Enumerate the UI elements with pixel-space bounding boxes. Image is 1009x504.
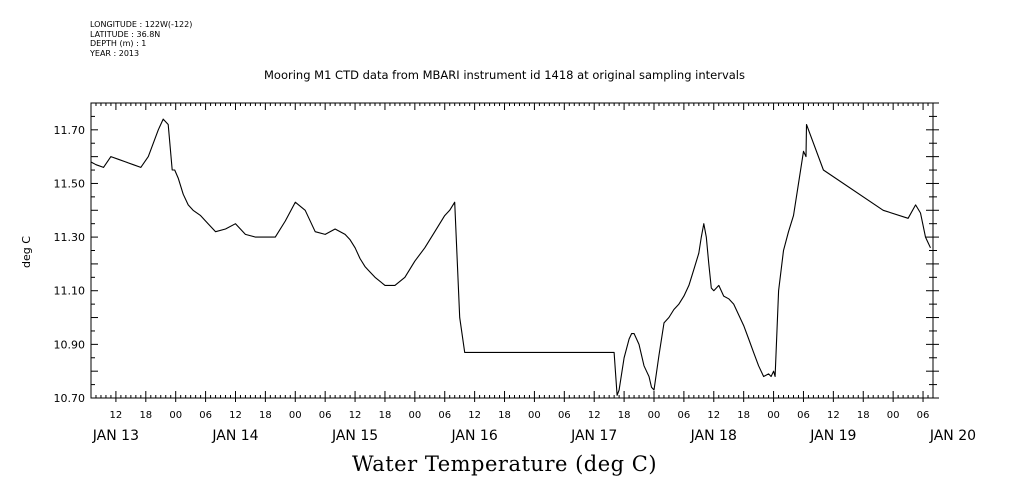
x-hour-label: 12 [707,410,720,421]
x-day-label: JAN 14 [211,428,258,444]
year-text: YEAR : 2013 [90,48,140,58]
x-hour-label: 06 [558,410,571,421]
y-tick-label: 10.90 [54,338,86,351]
x-hour-label: 06 [438,410,451,421]
x-hour-label: 06 [678,410,691,421]
x-hour-label: 00 [169,410,182,421]
x-hour-label: 00 [648,410,661,421]
temperature-series-line [90,118,931,396]
x-hour-label: 00 [528,410,541,421]
x-day-label: JAN 13 [92,428,139,444]
x-hour-label: 00 [408,410,421,421]
x-hour-label: 12 [468,410,481,421]
longitude-text: LONGITUDE : 122W(-122) [90,20,193,29]
x-hour-label: 12 [588,410,601,421]
x-hour-label: 12 [110,410,123,421]
y-tick-label: 11.50 [54,177,86,190]
x-day-label: JAN 20 [929,428,976,444]
y-tick-label: 11.70 [54,124,86,137]
x-hour-label: 06 [319,410,332,421]
x-hour-label: 12 [349,410,362,421]
x-hour-label: 00 [289,410,302,421]
x-hour-label: 18 [498,410,511,421]
tick-labels: 12 18 00 06 12 18 00 06 12 18 00 06 12 18 00 06 12 18 00 06… [54,124,977,444]
metadata-block: LONGITUDE : 122W(-122) LATITUDE : 36.8N … [90,20,192,58]
x-hour-label: 06 [917,410,930,421]
x-hour-label: 18 [379,410,392,421]
x-hour-label: 18 [737,410,750,421]
latitude-text: LATITUDE : 36.8N [90,29,161,39]
x-hour-label: 18 [139,410,152,421]
x-day-label: JAN 18 [690,428,737,444]
x-hour-label: 18 [857,410,870,421]
plot-frame [90,102,934,399]
x-day-label: JAN 15 [331,428,378,444]
tick-marks [90,102,939,402]
x-hour-label: 00 [887,410,900,421]
x-hour-label: 12 [229,410,242,421]
x-hour-label: 18 [259,410,272,421]
y-tick-label: 11.10 [54,285,86,298]
y-tick-label: 11.30 [54,231,86,244]
x-day-label: JAN 19 [809,428,856,444]
x-hour-label: 06 [797,410,810,421]
x-hour-label: 12 [827,410,840,421]
y-tick-label: 10.70 [54,392,86,405]
x-day-label: JAN 17 [570,428,617,444]
x-hour-label: 06 [199,410,212,421]
x-hour-label: 18 [618,410,631,421]
depth-text: DEPTH (m) : 1 [90,39,147,48]
chart-title: Mooring M1 CTD data from MBARI instrumen… [264,68,745,82]
x-hour-label: 00 [767,410,780,421]
x-day-label: JAN 16 [451,428,498,444]
x-axis-label: Water Temperature (deg C) [351,452,658,476]
